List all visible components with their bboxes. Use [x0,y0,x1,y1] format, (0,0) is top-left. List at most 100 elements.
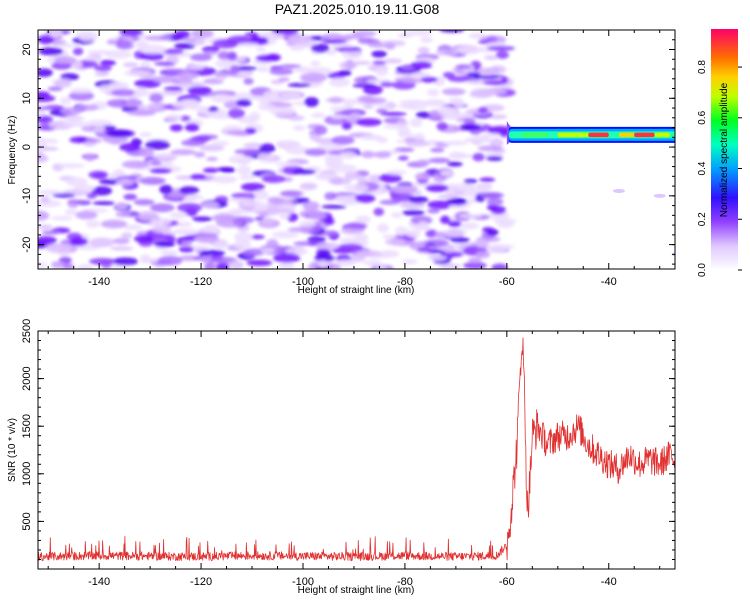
noise-blob [89,237,115,248]
noise-blob [383,58,403,64]
noise-blob [70,237,89,247]
noise-blob [278,261,295,269]
noise-blob [179,115,191,122]
noise-blob [111,88,136,97]
noise-blob [307,212,326,220]
noise-blob [324,192,337,201]
noise-blob [460,222,480,230]
noise-blob [139,147,155,158]
noise-blob [194,151,206,158]
noise-blob [159,184,173,195]
x-tick-label: -60 [499,576,515,588]
noise-blob [38,189,63,196]
noise-blob [266,238,279,249]
noise-blob [151,225,172,234]
x-tick-label: -140 [88,276,110,288]
noise-blob [325,97,346,103]
signal-peak-segment [588,132,609,138]
noise-blob [149,203,175,213]
noise-blob [376,223,389,233]
noise-blob [304,97,319,107]
noise-blob [75,210,98,220]
noise-blob [46,243,71,248]
noise-blob [486,155,503,162]
noise-blob [405,229,421,238]
noise-blob [211,175,238,184]
noise-blob [38,68,53,77]
colorbar-tick-label: 0.4 [697,161,708,175]
noise-blob [415,111,431,119]
noise-blob [288,34,312,45]
noise-blob [374,103,398,108]
noise-blob [484,55,499,60]
noise-blob [231,216,255,224]
noise-blob [38,142,48,147]
noise-blob [382,234,397,239]
noise-blob [54,43,80,48]
noise-blob [307,236,326,243]
y-tick-label: 1000 [21,462,33,486]
noise-blob [354,193,376,203]
noise-blob [64,209,78,215]
noise-blob [417,46,430,55]
noise-blob [287,227,313,233]
noise-blob [51,215,74,221]
noise-blob [337,243,363,252]
x-tick-label: -120 [190,276,212,288]
noise-blob [409,117,423,128]
noise-blob [257,104,278,111]
noise-blob [78,31,99,42]
noise-blob [66,199,91,204]
noise-blob [477,106,489,114]
noise-blob [199,201,220,209]
noise-blob [112,238,130,245]
noise-blob [239,175,256,180]
noise-blob [93,124,105,133]
noise-blob [342,49,363,60]
noise-blob [139,52,165,61]
noise-blob [192,216,213,222]
noise-blob [181,37,198,42]
noise-blob [121,160,150,169]
noise-blob [227,108,245,119]
noise-blob [342,33,364,40]
noise-blob [243,142,263,149]
noise-blob [203,224,219,235]
noise-blob [211,213,237,222]
signal-faint-blob [612,188,625,193]
noise-blob [441,88,466,96]
noise-blob [414,172,431,181]
noise-blob [343,98,355,109]
noise-blob [304,148,327,156]
noise-blob [229,64,241,75]
noise-blob [352,83,377,88]
noise-blob [269,68,294,75]
noise-blob [62,120,88,128]
noise-blob [378,173,402,183]
noise-blob [207,106,219,112]
noise-blob [357,177,368,185]
noise-blob [428,157,451,164]
noise-blob [219,167,236,173]
noise-blob [87,49,114,55]
noise-blob [88,170,109,179]
noise-blob [175,175,194,180]
signal-faint-blob [653,193,666,198]
noise-blob [228,197,254,203]
spectrogram-x-axis-label: Height of straight line (km) [298,285,415,296]
noise-blob [66,177,88,187]
noise-blob [436,122,448,131]
noise-blob [120,232,133,239]
noise-blob [49,40,67,45]
noise-blob [38,115,54,124]
noise-blob [456,45,482,55]
noise-blob [447,75,471,82]
noise-blob [233,239,252,250]
noise-blob [229,260,244,269]
noise-blob [448,97,463,104]
noise-blob [68,91,95,101]
noise-blob [356,250,382,257]
noise-blob [401,209,425,216]
noise-blob [401,79,423,84]
